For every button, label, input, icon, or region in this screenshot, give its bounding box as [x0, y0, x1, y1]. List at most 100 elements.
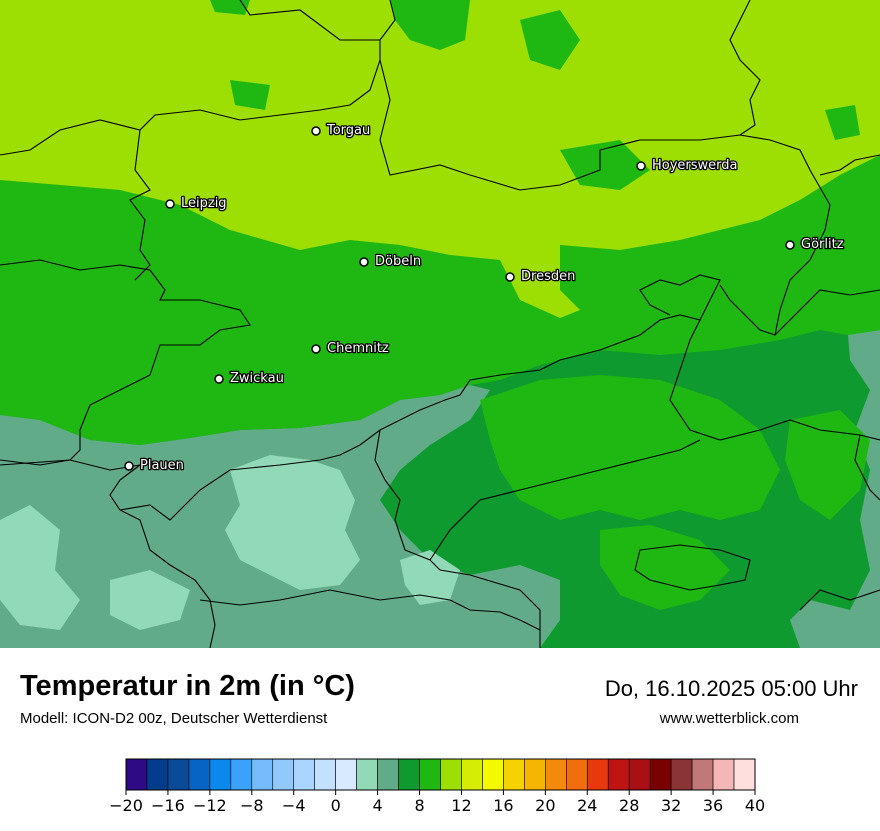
- legend-swatch: [712, 758, 735, 791]
- legend-swatch: [377, 758, 399, 791]
- city-dot: [785, 240, 795, 250]
- city-markers: Torgau Hoyerswerda Leipzig Görlitz Döbel…: [124, 122, 845, 474]
- patch-north-f: [210, 0, 250, 15]
- city-label: Plauen: [140, 458, 184, 473]
- city-dot: [165, 199, 175, 209]
- district-border-11: [199, 589, 541, 631]
- border-poland-1: [819, 154, 880, 176]
- legend-swatch: [314, 758, 336, 791]
- legend-swatch: [335, 758, 357, 791]
- legend-swatch: [125, 758, 148, 791]
- city-goerlitz: Görlitz: [785, 236, 845, 253]
- legend-swatch: [419, 758, 441, 791]
- legend-swatch: [628, 758, 651, 791]
- patch-north-b: [520, 10, 580, 70]
- legend-swatch: [733, 758, 756, 791]
- district-border-8: [634, 544, 751, 591]
- region-temp-8-10-d: [785, 410, 870, 520]
- city-dot: [311, 126, 321, 136]
- legend-tick-label: 28: [619, 796, 639, 815]
- region-temp-2-4-d: [110, 570, 190, 630]
- legend-tick-label: 4: [373, 796, 383, 815]
- legend-tick-label: 24: [577, 796, 597, 815]
- map-title: Temperatur in 2m (in °C): [20, 670, 355, 702]
- district-border-1: [239, 0, 396, 41]
- city-label: Leipzig: [181, 196, 227, 211]
- legend-swatch: [649, 758, 672, 791]
- city-dot: [311, 344, 321, 354]
- temperature-map: Torgau Hoyerswerda Leipzig Görlitz Döbel…: [0, 0, 880, 648]
- city-leipzig: Leipzig: [165, 195, 228, 212]
- color-legend: −20 −16 −12 −8 −4 0 4 8 12 16 20 24 28 32 36 40: [100, 755, 780, 831]
- legend-swatch: [188, 758, 211, 791]
- district-border-2: [0, 40, 381, 156]
- legend-tick-label: −16: [151, 796, 185, 815]
- district-border-5: [374, 429, 541, 648]
- patch-north-c: [560, 140, 650, 190]
- legend-tick-label: 16: [493, 796, 513, 815]
- district-border-4: [0, 259, 251, 466]
- legend-swatch: [272, 758, 295, 791]
- state-border-north: [379, 0, 761, 191]
- city-dot: [359, 257, 369, 267]
- legend-tick-label: 20: [535, 796, 555, 815]
- patch-north-a: [390, 0, 470, 50]
- legend-tick-label: −20: [109, 796, 143, 815]
- legend-tick-label: −8: [240, 796, 264, 815]
- city-dot: [636, 161, 646, 171]
- legend-swatch: [230, 758, 253, 791]
- legend-tick-label: −4: [282, 796, 306, 815]
- website-link[interactable]: www.wetterblick.com: [659, 710, 799, 727]
- patch-north-e: [230, 80, 270, 110]
- city-label: Chemnitz: [327, 341, 389, 356]
- city-torgau: Torgau: [311, 122, 372, 139]
- legend-swatch: [607, 758, 630, 791]
- district-border-6: [669, 319, 880, 441]
- city-label: Torgau: [326, 123, 370, 138]
- legend-tick-label: −12: [193, 796, 227, 815]
- forecast-datetime: Do, 16.10.2025 05:00 Uhr: [604, 676, 858, 701]
- border-czech-east: [719, 284, 880, 336]
- city-label: Hoyerswerda: [652, 158, 738, 173]
- legend-tick-label: 32: [661, 796, 681, 815]
- legend-tick-label: 8: [414, 796, 424, 815]
- legend-swatch: [251, 758, 274, 791]
- legend-swatch: [503, 758, 525, 791]
- city-plauen: Plauen: [124, 457, 185, 474]
- legend-tick-label: 0: [331, 796, 341, 815]
- legend-tick-label: 36: [703, 796, 723, 815]
- region-temp-4-6-east: [790, 330, 880, 648]
- region-temp-2-4-a: [225, 455, 360, 590]
- city-label: Görlitz: [801, 237, 844, 252]
- city-dot: [124, 461, 134, 471]
- legend-swatch: [524, 758, 546, 791]
- model-info: Modell: ICON-D2 00z, Deutscher Wetterdie…: [20, 710, 328, 727]
- legend-tick-label: 40: [745, 796, 765, 815]
- legend-swatch: [461, 758, 483, 791]
- legend-tick-label: 12: [451, 796, 471, 815]
- legend-swatch: [691, 758, 714, 791]
- legend-swatch: [146, 758, 169, 791]
- legend-swatch: [293, 758, 316, 791]
- city-dresden: Dresden: [505, 268, 577, 285]
- legend-swatch: [167, 758, 190, 791]
- region-temp-2-4-c: [400, 550, 460, 605]
- region-temp-8-10: [0, 155, 880, 445]
- legend-swatch: [356, 758, 378, 791]
- border-czech-north: [119, 274, 721, 521]
- border-lines: [0, 0, 880, 648]
- city-label: Dresden: [521, 269, 575, 284]
- map-canvas: Torgau Hoyerswerda Leipzig Görlitz Döbel…: [0, 0, 880, 648]
- legend-swatch: [565, 758, 588, 791]
- city-label: Zwickau: [230, 371, 284, 386]
- patch-north-d: [825, 105, 860, 140]
- city-dot: [214, 374, 224, 384]
- state-border-east: [739, 134, 831, 336]
- legend-swatch: [586, 758, 609, 791]
- city-zwickau: Zwickau: [214, 370, 285, 387]
- legend-swatch: [545, 758, 567, 791]
- region-temp-2-4-b: [0, 505, 80, 630]
- district-border-10: [799, 589, 880, 611]
- legend-scale: −20 −16 −12 −8 −4 0 4 8 12 16 20 24 28 32 36 40: [109, 758, 765, 815]
- city-chemnitz: Chemnitz: [311, 340, 390, 357]
